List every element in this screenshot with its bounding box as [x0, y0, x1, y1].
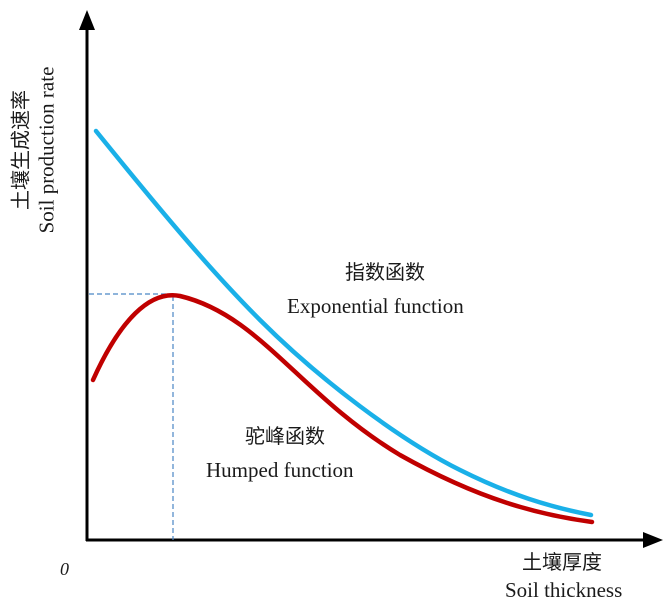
- humped-label-cn: 驼峰函数: [245, 424, 325, 448]
- humped-function-curve: [90, 293, 595, 525]
- exponential-function-curve: [93, 128, 594, 518]
- humped-label-en: Humped function: [206, 458, 354, 482]
- y-axis-label-cn: 土壤生成速率: [8, 90, 33, 210]
- origin-label: 0: [60, 559, 69, 579]
- exponential-label-en: Exponential function: [287, 294, 464, 318]
- x-axis-arrowhead: [643, 532, 663, 548]
- y-axis-arrowhead: [79, 10, 95, 30]
- y-axis-label: 土壤生成速率 Soil production rate: [6, 40, 62, 260]
- exponential-label-cn: 指数函数: [345, 260, 425, 284]
- y-axis-label-en: Soil production rate: [34, 66, 59, 234]
- x-axis-label-en: Soil thickness: [505, 578, 623, 602]
- x-axis-label-cn: 土壤厚度: [522, 550, 602, 574]
